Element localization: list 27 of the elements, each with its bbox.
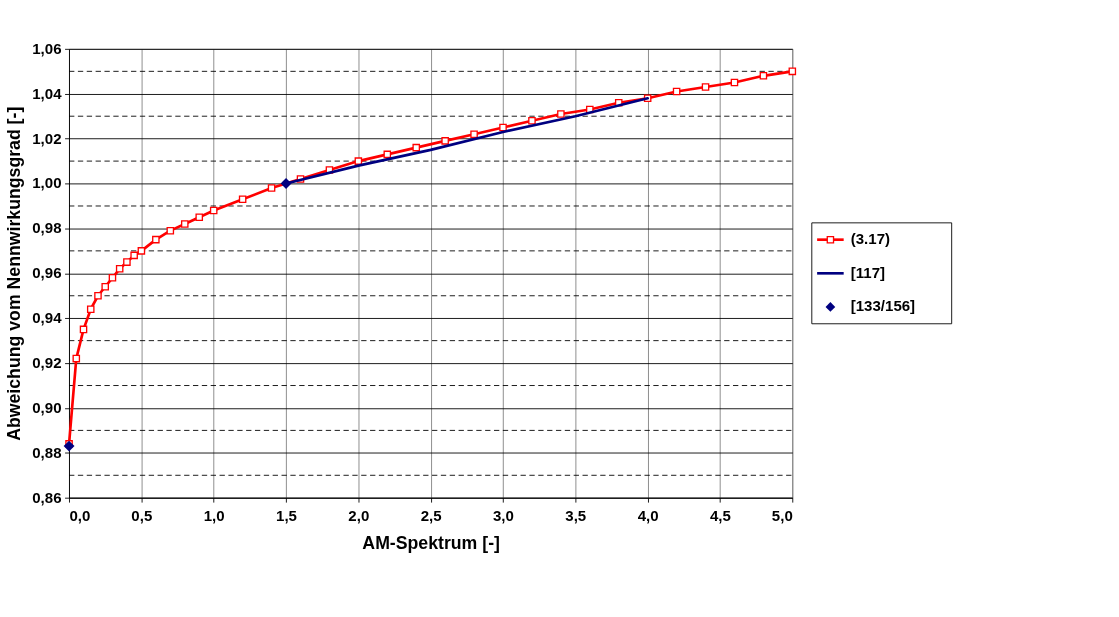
x-tick-label: 4,0 — [637, 507, 659, 525]
y-tick-label: 0,94 — [32, 309, 63, 327]
y-tick-label: 0,92 — [32, 353, 62, 371]
legend-label: [133/156] — [850, 297, 916, 315]
y-tick-label: 0,88 — [32, 443, 62, 461]
y-tick-label: 1,06 — [32, 39, 62, 57]
y-tick-label: 1,02 — [32, 129, 62, 147]
y-tick-label: 0,90 — [32, 398, 62, 416]
x-tick-label: 2,5 — [420, 507, 442, 525]
x-tick-label: 5,0 — [771, 507, 793, 525]
x-tick-label: 0,5 — [131, 507, 153, 525]
y-tick-label: 0,98 — [32, 219, 62, 237]
x-tick-label: 2,0 — [348, 507, 370, 525]
legend-label: [117] — [850, 263, 886, 281]
x-tick-label: 1,0 — [203, 507, 225, 525]
x-tick-label: 0,0 — [69, 507, 91, 525]
x-tick-label: 4,5 — [709, 507, 731, 525]
legend-label: (3.17) — [850, 230, 891, 248]
x-tick-label: 3,5 — [565, 507, 587, 525]
y-tick-label: 0,96 — [32, 264, 62, 282]
x-tick-label: 1,5 — [276, 507, 297, 525]
y-tick-label: 0,86 — [32, 488, 62, 506]
y-tick-label: 1,00 — [32, 174, 62, 192]
y-axis-title: Abweichung vom Nennwirkungsgrad [-] — [3, 106, 24, 441]
x-axis-title: AM-Spektrum [-] — [362, 532, 500, 553]
x-tick-label: 3,0 — [493, 507, 514, 525]
y-tick-label: 1,04 — [32, 84, 63, 102]
